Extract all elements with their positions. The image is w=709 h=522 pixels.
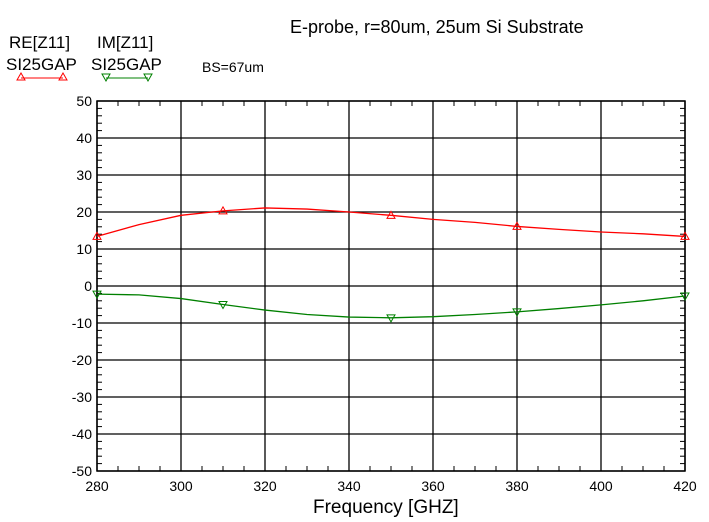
x-tick-label: 380	[505, 478, 529, 494]
y-tick-label: 50	[76, 93, 92, 109]
legend-marker	[58, 71, 68, 81]
x-tick-label: 300	[169, 478, 193, 494]
legend-marker	[16, 71, 26, 81]
data-marker	[512, 308, 522, 317]
y-tick-label: 10	[76, 241, 92, 257]
legend-dataset-im: SI25GAP	[91, 55, 162, 74]
data-marker	[386, 210, 396, 219]
series-line-0	[96, 207, 686, 238]
data-marker	[218, 205, 228, 215]
chart-title: E-probe, r=80um, 25um Si Substrate	[290, 17, 584, 37]
x-tick-label: 360	[421, 478, 445, 494]
y-tick-label: 20	[76, 204, 92, 220]
legend-label-re: RE[Z11]	[9, 33, 71, 52]
x-tick-label: 320	[253, 478, 277, 494]
data-marker	[386, 314, 396, 323]
y-tick-label: -40	[72, 426, 92, 442]
data-marker	[218, 301, 228, 310]
data-marker	[92, 290, 102, 300]
x-tick-label: 420	[673, 478, 697, 494]
y-tick-label: -30	[72, 389, 92, 405]
legend-marker	[143, 73, 153, 83]
y-tick-label: -10	[72, 315, 92, 331]
x-tick-label: 340	[337, 478, 361, 494]
y-tick-label: 40	[76, 130, 92, 146]
x-axis-label: Frequency [GHZ]	[313, 497, 459, 518]
annotation: BS=67um	[202, 59, 264, 75]
y-tick-label: -20	[72, 352, 92, 368]
data-marker	[92, 231, 102, 240]
y-tick-label: 30	[76, 167, 92, 183]
legend-marker	[101, 73, 111, 83]
data-marker	[512, 221, 522, 230]
legend-dataset-re: SI25GAP	[6, 55, 77, 74]
series-line-1	[96, 293, 686, 319]
plot-border	[96, 100, 686, 472]
legend-label-im: IM[Z11]	[97, 33, 154, 52]
x-tick-label: 280	[85, 478, 109, 494]
y-tick-label: 0	[84, 278, 92, 294]
data-marker	[680, 292, 690, 301]
y-tick-label: -50	[72, 463, 92, 479]
x-tick-label: 400	[589, 478, 613, 494]
data-marker	[680, 231, 690, 240]
